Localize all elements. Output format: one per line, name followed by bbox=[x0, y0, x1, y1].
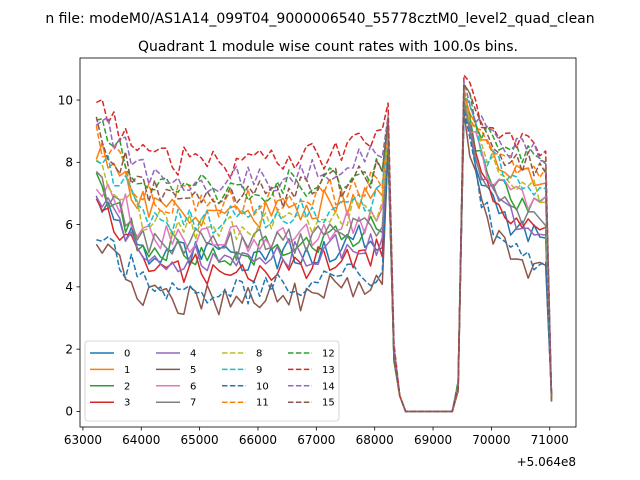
legend-label: 4 bbox=[190, 349, 196, 360]
legend-label: 10 bbox=[256, 381, 269, 392]
series-line-12 bbox=[96, 83, 553, 413]
x-tick-label: 70000 bbox=[472, 433, 510, 447]
legend-box bbox=[84, 340, 340, 422]
legend-label: 3 bbox=[124, 398, 130, 409]
x-axis-offset-label: +5.064e8 bbox=[517, 455, 576, 469]
series-line-10 bbox=[96, 108, 553, 413]
x-axis: 63000 64000 65000 66000 67000 68000 69000 70000… bbox=[64, 427, 569, 447]
y-tick-label: 0 bbox=[65, 405, 73, 419]
y-tick-label: 6 bbox=[65, 218, 73, 232]
legend-label: 1 bbox=[124, 365, 130, 376]
y-axis: 0 2 4 6 8 10 bbox=[58, 93, 80, 419]
figure-suptitle: n file: modeM0/AS1A14_099T04_9000006540_… bbox=[45, 11, 594, 27]
legend-label: 8 bbox=[256, 349, 262, 360]
legend-label: 7 bbox=[190, 398, 196, 409]
series-line-5 bbox=[95, 111, 553, 413]
legend-label: 5 bbox=[190, 365, 196, 376]
axes-frame bbox=[79, 57, 577, 428]
legend-label: 11 bbox=[256, 398, 269, 409]
x-tick-label: 64000 bbox=[122, 433, 160, 447]
legend-label: 13 bbox=[322, 365, 335, 376]
series-line-15 bbox=[95, 83, 553, 413]
legend-label: 2 bbox=[124, 381, 130, 392]
x-tick-label: 66000 bbox=[239, 433, 277, 447]
legend-label: 6 bbox=[190, 381, 196, 392]
legend-label: 14 bbox=[322, 381, 335, 392]
series-line-7 bbox=[95, 99, 553, 413]
legend-label: 12 bbox=[322, 349, 335, 360]
x-tick-label: 67000 bbox=[297, 433, 335, 447]
y-tick-label: 8 bbox=[65, 156, 73, 170]
legend-label: 0 bbox=[124, 349, 130, 360]
y-tick-label: 4 bbox=[65, 280, 73, 294]
chart-title: Quadrant 1 module wise count rates with … bbox=[138, 39, 518, 55]
legend-label: 15 bbox=[322, 398, 335, 409]
legend-label: 9 bbox=[256, 365, 262, 376]
x-tick-label: 71000 bbox=[531, 433, 569, 447]
x-tick-label: 68000 bbox=[356, 433, 394, 447]
series-line-6 bbox=[95, 99, 553, 413]
x-tick-label: 65000 bbox=[181, 433, 219, 447]
x-tick-label: 69000 bbox=[414, 433, 452, 447]
y-tick-label: 10 bbox=[58, 93, 73, 107]
x-tick-label: 63000 bbox=[64, 433, 102, 447]
plot-area bbox=[79, 57, 577, 428]
y-tick-label: 2 bbox=[65, 342, 73, 356]
series-line-13 bbox=[96, 74, 553, 413]
series-line-8 bbox=[95, 93, 553, 413]
